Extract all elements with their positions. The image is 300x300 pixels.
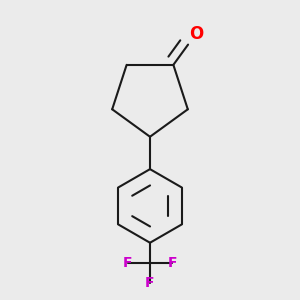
Text: O: O [190,25,204,43]
Text: F: F [145,276,155,289]
Text: F: F [123,256,133,270]
Text: F: F [167,256,177,270]
